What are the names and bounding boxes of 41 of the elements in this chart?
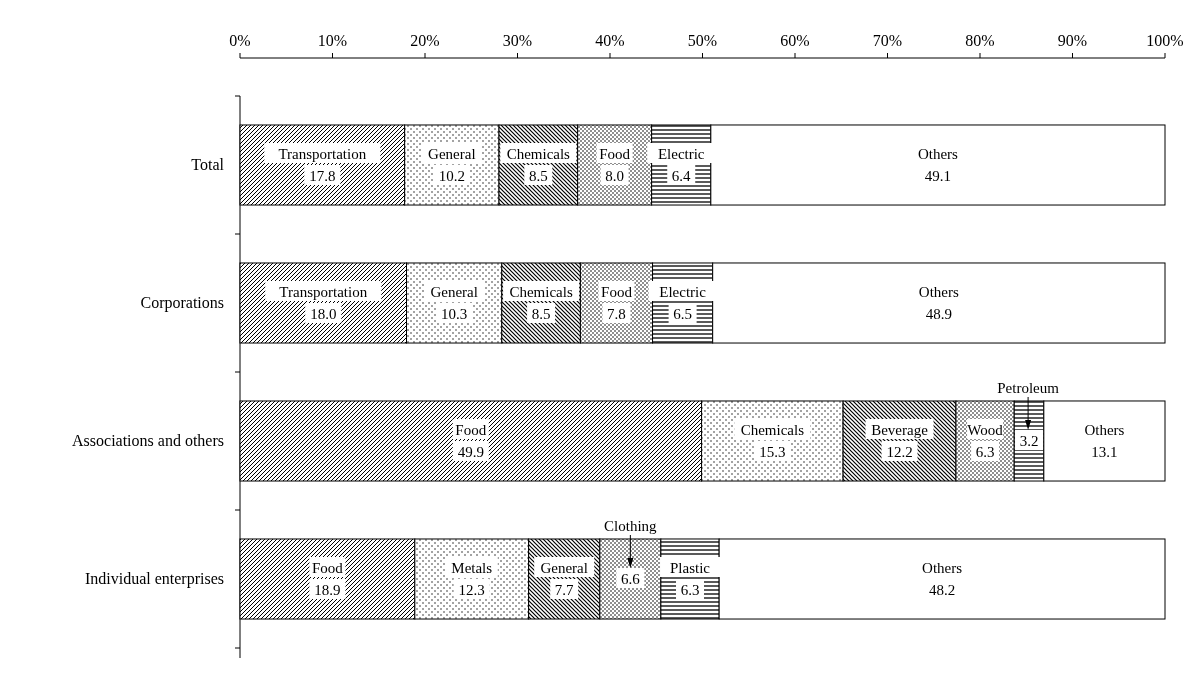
- y-tick-label: Corporations: [140, 294, 224, 312]
- data-label: Electric 6.5: [659, 284, 707, 322]
- data-label: Food 49.9: [455, 422, 487, 460]
- annotation: Petroleum: [997, 379, 1060, 396]
- x-tick-label: 40%: [595, 32, 625, 49]
- data-label: Food 18.9: [311, 560, 344, 598]
- y-tick-label: Total: [191, 156, 225, 173]
- data-label: Food 8.0: [599, 146, 631, 184]
- x-tick-label: 10%: [317, 32, 348, 49]
- data-label: 3.2: [1019, 433, 1039, 449]
- data-label: Chemicals 8.5: [509, 284, 573, 322]
- data-label: Beverage 12.2: [871, 422, 929, 460]
- x-tick-label: 20%: [410, 32, 440, 49]
- y-tick-label: Associations and others: [72, 432, 224, 449]
- data-label: Transportation 18.0: [279, 284, 368, 322]
- y-tick-label: Individual enterprises: [84, 570, 224, 588]
- x-tick-label: 100%: [1146, 32, 1184, 49]
- x-tick-label: 70%: [872, 32, 903, 49]
- data-label: Others 49.1: [917, 146, 959, 184]
- annotation: Clothing: [604, 517, 658, 534]
- data-label: Others 13.1: [1084, 422, 1125, 460]
- x-tick-label: 60%: [780, 32, 810, 49]
- data-label: Plastic 6.3: [670, 560, 711, 598]
- data-label: Metals 12.3: [451, 560, 493, 598]
- data-label: Food 7.8: [601, 284, 633, 322]
- data-label: General 7.7: [540, 560, 588, 598]
- data-label: General 10.3: [430, 284, 478, 322]
- data-label: Others 48.2: [922, 560, 963, 598]
- x-tick-label: 0%: [229, 32, 251, 49]
- data-label: 6.6: [620, 571, 641, 587]
- data-label: Transportation 17.8: [278, 146, 367, 184]
- x-tick-label: 30%: [502, 32, 533, 49]
- data-label: Electric 6.4: [657, 146, 705, 184]
- data-label: Others 48.9: [918, 284, 959, 322]
- data-label: Chemicals 8.5: [506, 146, 571, 184]
- data-label: Wood 6.3: [967, 422, 1004, 460]
- x-tick-label: 80%: [965, 32, 995, 49]
- data-label: Chemicals 15.3: [740, 422, 805, 460]
- x-tick-label: 90%: [1057, 32, 1088, 49]
- x-tick-label: 50%: [687, 32, 718, 49]
- data-label: General 10.2: [428, 146, 476, 184]
